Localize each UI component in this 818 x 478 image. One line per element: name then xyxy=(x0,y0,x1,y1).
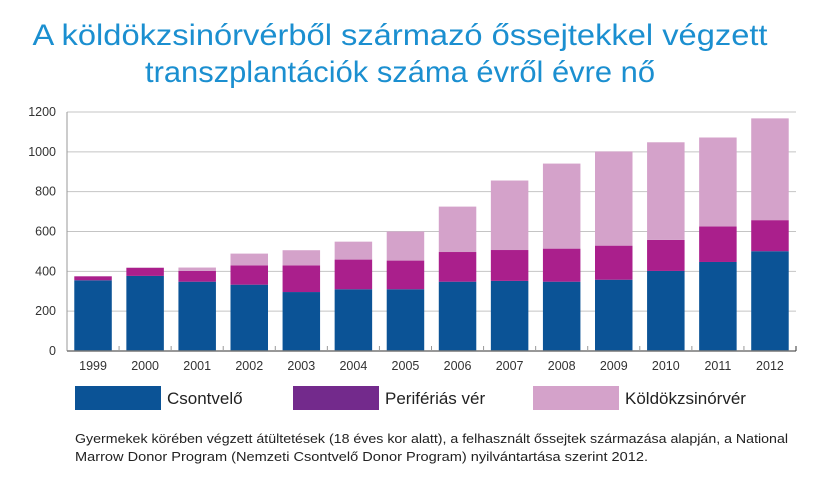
y-tick-label: 1200 xyxy=(28,105,56,119)
bar-2009-0 xyxy=(595,279,633,351)
x-tick-label: 2004 xyxy=(339,359,367,373)
bar-2004-0 xyxy=(334,289,373,351)
legend: Csontvelő Perifériás vér Köldökzsinórvér xyxy=(75,386,746,410)
bar-2006-2 xyxy=(438,206,477,253)
bar-2012-1 xyxy=(751,220,789,252)
x-tick-label: 2007 xyxy=(496,359,524,373)
bar-2007-0 xyxy=(490,280,529,351)
bar-2006-0 xyxy=(438,281,477,351)
bar-2005-2 xyxy=(386,231,425,261)
bar-2001-0 xyxy=(178,281,216,351)
bar-2001-1 xyxy=(178,270,216,282)
axes: 0 200 400 600 800 1000 1200 1999 2000 2001 2002 200… xyxy=(28,105,797,373)
bar-2007-1 xyxy=(490,250,529,281)
bar-2010-1 xyxy=(647,239,685,271)
legend-swatch xyxy=(75,386,161,410)
bar-2008-2 xyxy=(542,163,581,249)
y-tick-label: 800 xyxy=(35,185,56,199)
bar-2003-2 xyxy=(282,250,321,266)
y-tick-label: 600 xyxy=(35,225,56,239)
x-tick-label: 2011 xyxy=(704,359,731,373)
y-tick-label: 1000 xyxy=(28,145,56,159)
y-tick-label: 200 xyxy=(35,304,56,318)
bar-2012-2 xyxy=(751,118,789,221)
bar-2009-1 xyxy=(595,245,633,280)
bar-1999-1 xyxy=(74,276,112,281)
bar-2003-1 xyxy=(282,265,321,293)
bar-2008-1 xyxy=(542,248,581,282)
bar-2004-1 xyxy=(334,259,373,290)
x-tick-label: 2010 xyxy=(652,359,680,373)
x-tick-label: 2006 xyxy=(444,359,472,373)
x-tick-label: 2003 xyxy=(287,359,315,373)
bar-2001-2 xyxy=(178,267,216,271)
bar-2005-1 xyxy=(386,260,425,290)
y-tick-label: 0 xyxy=(49,344,56,358)
footnote-line-1: Gyermekek körében végzett átültetések (1… xyxy=(75,431,788,446)
bar-2010-2 xyxy=(647,142,685,240)
bar-2007-2 xyxy=(490,180,529,251)
bar-2005-0 xyxy=(386,289,425,351)
bar-2004-2 xyxy=(334,241,373,260)
legend-label: Perifériás vér xyxy=(385,389,485,408)
bar-2010-0 xyxy=(647,270,685,351)
legend-label: Csontvelő xyxy=(167,389,243,408)
x-tick-label: 2000 xyxy=(131,359,159,373)
bar-2002-0 xyxy=(230,284,268,351)
y-tick-label: 400 xyxy=(35,264,56,278)
bar-2009-2 xyxy=(595,151,633,246)
x-tick-label: 2008 xyxy=(548,359,576,373)
x-tick-label: 2009 xyxy=(600,359,628,373)
bar-2011-0 xyxy=(699,261,737,351)
x-tick-label: 1999 xyxy=(79,359,107,373)
chart-title-line-1: A köldökzsinórvérből származó őssejtekke… xyxy=(33,19,769,52)
legend-swatch xyxy=(533,386,619,410)
chart-title-line-2: transzplantációk száma évről évre nő xyxy=(145,56,655,89)
bar-2006-1 xyxy=(438,252,477,282)
gridlines xyxy=(67,111,796,312)
bar-2002-1 xyxy=(230,265,268,285)
x-tick-label: 2012 xyxy=(756,359,784,373)
bar-2011-1 xyxy=(699,226,737,262)
x-tick-label: 2005 xyxy=(392,359,420,373)
legend-label: Köldökzsinórvér xyxy=(625,389,746,408)
bar-2008-0 xyxy=(542,281,581,351)
x-tick-label: 2001 xyxy=(183,359,211,373)
bar-2000-2 xyxy=(126,267,164,268)
legend-swatch xyxy=(293,386,379,410)
footnote-line-2: Marrow Donor Program (Nemzeti Csontvelő … xyxy=(75,449,648,464)
bar-2003-0 xyxy=(282,292,321,351)
bar-2000-1 xyxy=(126,267,164,276)
bar-2002-2 xyxy=(230,253,268,266)
bar-2000-0 xyxy=(126,275,164,351)
x-tick-label: 2002 xyxy=(235,359,263,373)
bars xyxy=(74,118,789,351)
bar-2012-0 xyxy=(751,251,789,351)
bar-2011-2 xyxy=(699,137,737,227)
bar-1999-0 xyxy=(74,280,112,351)
